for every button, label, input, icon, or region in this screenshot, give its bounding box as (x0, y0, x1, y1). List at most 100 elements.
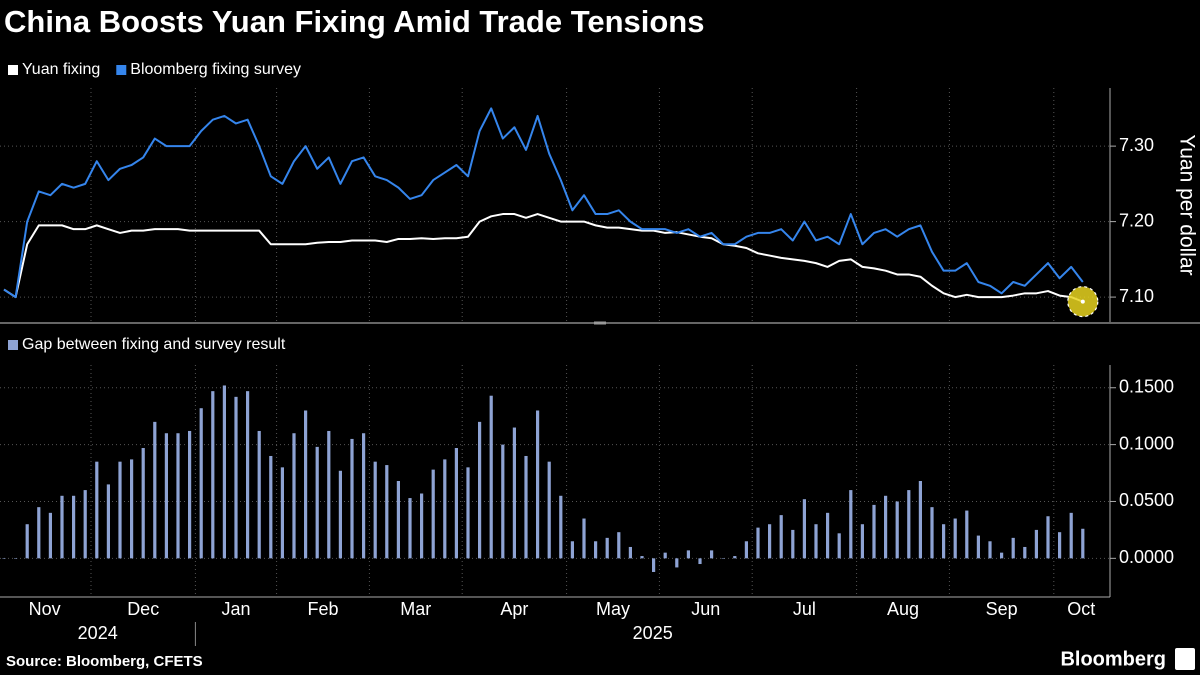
bar (1000, 552, 1004, 559)
bar (1058, 532, 1062, 559)
bar (292, 433, 296, 559)
bar (454, 448, 458, 559)
legend-label: Yuan fixing (22, 61, 100, 78)
bar (350, 438, 354, 559)
bar (918, 481, 922, 559)
bar (1023, 546, 1027, 559)
bar (443, 459, 447, 559)
bar (327, 430, 331, 559)
x-tick-label: Feb (307, 599, 338, 619)
bar (1081, 528, 1085, 559)
bar (48, 512, 52, 559)
bar (582, 518, 586, 559)
bar (675, 558, 679, 568)
bar (431, 469, 435, 559)
bar (222, 385, 226, 559)
bar (1034, 529, 1038, 559)
bar (396, 481, 400, 559)
bar (849, 490, 853, 559)
y-tick-label: 0.0000 (1119, 547, 1174, 567)
legend-swatch (8, 340, 18, 350)
brand: Bloomberg (1060, 648, 1166, 670)
bar (640, 556, 644, 559)
source: Source: Bloomberg, CFETS (6, 653, 203, 670)
bar (768, 524, 772, 559)
series-line (3, 213, 1084, 303)
bar (872, 504, 876, 559)
bar (362, 433, 366, 559)
bar (1011, 537, 1015, 559)
x-tick-label: Jun (691, 599, 720, 619)
bar (605, 537, 609, 559)
bar (420, 493, 424, 559)
bar (83, 490, 87, 559)
x-tick-label: Sep (986, 599, 1018, 619)
bar (965, 510, 969, 559)
bar (733, 556, 737, 559)
bar (25, 524, 29, 559)
bar (837, 533, 841, 559)
bar (1069, 512, 1073, 559)
bar (721, 558, 725, 559)
bar (744, 541, 748, 559)
bar (118, 461, 122, 559)
bar (95, 461, 99, 559)
bar (304, 410, 308, 559)
bar (14, 558, 18, 559)
bar (489, 395, 493, 559)
bar (779, 515, 783, 559)
bar (860, 524, 864, 559)
bar (930, 507, 934, 559)
bar (153, 421, 157, 559)
bar (686, 550, 690, 559)
y-axis-label: Yuan per dollar (1175, 134, 1198, 275)
legend-swatch (8, 65, 18, 75)
bar (199, 408, 203, 559)
brand-icon (1175, 648, 1195, 670)
bar (594, 541, 598, 559)
bar (802, 499, 806, 559)
bar (130, 459, 134, 559)
chart-title: China Boosts Yuan Fixing Amid Trade Tens… (4, 4, 704, 39)
bar (106, 484, 110, 559)
series-line (3, 107, 1084, 299)
x-tick-label: Mar (400, 599, 431, 619)
bar (826, 512, 830, 559)
legend-swatch (116, 65, 127, 75)
bar (188, 430, 192, 559)
bar (1046, 516, 1050, 559)
y-tick-label: 0.0500 (1119, 490, 1174, 510)
x-tick-label: Apr (500, 599, 528, 619)
bar (663, 552, 667, 559)
bar (814, 524, 818, 559)
bar (512, 427, 516, 559)
bar (652, 558, 656, 572)
bar (884, 495, 888, 559)
y-tick-label: 0.1000 (1119, 433, 1174, 453)
bar (246, 391, 250, 559)
bar (478, 421, 482, 559)
bar (141, 448, 145, 559)
bar (37, 507, 41, 559)
bar (385, 465, 389, 559)
bar (176, 433, 180, 559)
x-group-label: 2025 (633, 623, 673, 643)
y-tick-label: 7.30 (1119, 135, 1154, 155)
bar (280, 467, 284, 559)
bar (536, 410, 540, 559)
bar (976, 535, 980, 559)
y-tick-label: 0.1500 (1119, 376, 1174, 396)
bar (501, 444, 505, 559)
bar (617, 532, 621, 559)
bar (338, 470, 342, 559)
x-tick-label: Jan (221, 599, 250, 619)
bar (547, 461, 551, 559)
bar (164, 433, 168, 559)
bar (907, 490, 911, 559)
bar (756, 527, 760, 559)
x-tick-label: Dec (127, 599, 159, 619)
x-tick-label: Oct (1067, 599, 1095, 619)
